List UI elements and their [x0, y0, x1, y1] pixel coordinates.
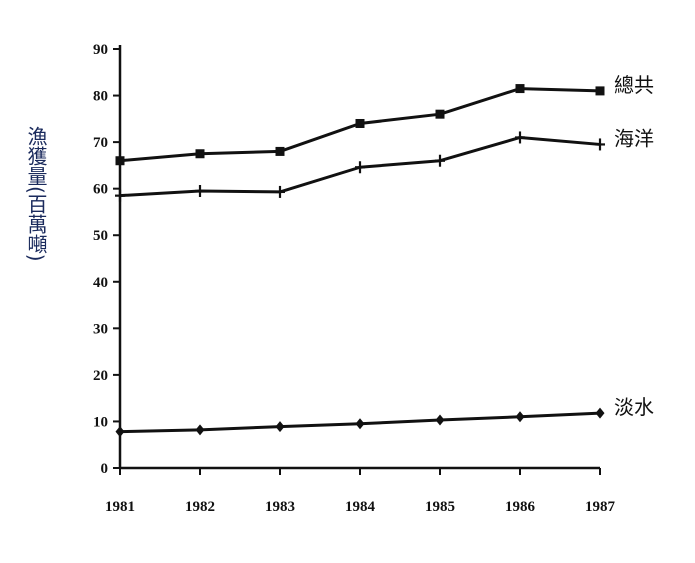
- x-tick-label: 1985: [425, 499, 455, 515]
- data-point-square: [115, 156, 125, 166]
- x-axis-ticks: 1981 1982 1983 1984 1985 1986 1987: [105, 468, 616, 515]
- data-point-plus: [515, 131, 525, 144]
- x-tick-label: 1983: [265, 499, 295, 515]
- data-point-plus: [355, 161, 365, 174]
- data-point-diamond: [435, 414, 445, 426]
- y-tick-label: 60: [93, 182, 108, 198]
- x-tick-label: 1981: [105, 499, 135, 515]
- data-point-plus: [275, 185, 285, 198]
- data-point-plus: [595, 138, 605, 151]
- y-tick-label: 70: [93, 135, 108, 151]
- data-point-square: [275, 146, 285, 156]
- series-2: 海洋: [115, 126, 654, 202]
- y-axis-ticks: 0 10 20 30 40 50 60 70 80 90: [93, 42, 120, 477]
- data-point-diamond: [115, 426, 125, 438]
- data-point-diamond: [275, 421, 285, 433]
- series-1: 總共: [115, 73, 654, 166]
- data-point-diamond: [355, 418, 365, 430]
- y-axis-label: 漁獲量(百萬噸): [24, 126, 48, 262]
- data-point-square: [595, 86, 605, 96]
- y-tick-label: 90: [93, 42, 108, 58]
- series-label: 總共: [614, 73, 654, 97]
- y-tick-label: 40: [93, 275, 108, 291]
- x-tick-label: 1987: [585, 499, 616, 515]
- axes: [118, 45, 600, 470]
- data-point-diamond: [195, 424, 205, 436]
- y-tick-label: 80: [93, 89, 108, 105]
- y-tick-label: 30: [93, 321, 108, 337]
- y-tick-label: 50: [93, 228, 108, 244]
- data-point-square: [515, 84, 525, 94]
- data-point-square: [435, 109, 445, 119]
- data-point-plus: [435, 154, 445, 167]
- y-tick-label: 0: [101, 461, 109, 477]
- x-tick-label: 1984: [345, 499, 376, 515]
- data-point-square: [355, 118, 365, 128]
- data-point-plus: [115, 189, 125, 202]
- x-tick-label: 1982: [185, 499, 215, 515]
- series-label: 淡水: [614, 395, 654, 419]
- x-tick-label: 1986: [505, 499, 536, 515]
- series-3: 淡水: [115, 395, 654, 438]
- data-point-plus: [195, 184, 205, 197]
- y-tick-label: 20: [93, 368, 108, 384]
- data-point-diamond: [595, 407, 605, 419]
- data-point-diamond: [515, 411, 525, 423]
- series-label: 海洋: [614, 126, 654, 150]
- y-tick-label: 10: [93, 414, 108, 430]
- data-point-square: [195, 149, 205, 159]
